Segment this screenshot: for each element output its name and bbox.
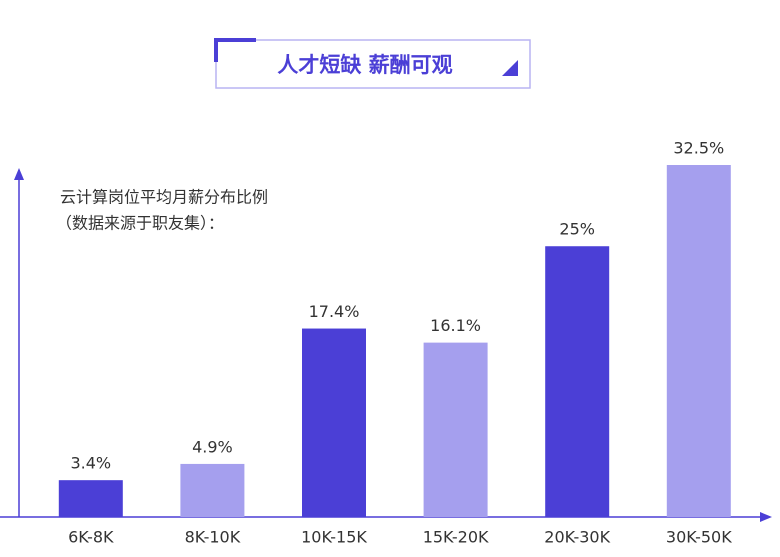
annotation: （数据来源于职友集）：	[56, 214, 224, 233]
bar	[180, 463, 245, 517]
value-label: 32.5%	[673, 139, 724, 158]
title-box	[215, 39, 531, 89]
x-tick-label: 15K-20K	[423, 528, 489, 547]
value-label: 17.4%	[309, 302, 360, 321]
bar	[545, 246, 610, 517]
x-tick-label: 10K-15K	[301, 528, 367, 547]
x-tick-label: 20K-30K	[544, 528, 610, 547]
value-label: 4.9%	[192, 437, 233, 456]
title-corner	[214, 38, 256, 62]
value-label: 3.4%	[70, 454, 111, 473]
x-tick-label: 8K-10K	[185, 528, 241, 547]
bar	[423, 342, 488, 517]
value-label: 25%	[559, 220, 595, 239]
title-triangle	[502, 60, 518, 76]
x-tick-label: 6K-8K	[68, 528, 114, 547]
bar	[666, 165, 731, 517]
x-tick-label: 30K-50K	[666, 528, 732, 547]
bar	[58, 480, 123, 517]
bar	[302, 328, 366, 517]
y-axis-arrow	[14, 168, 24, 180]
chart-title: 人才短缺 薪酬可观	[277, 53, 452, 77]
value-label: 16.1%	[430, 316, 481, 335]
x-axis-arrow	[760, 512, 772, 522]
annotation: 云计算岗位平均月薪分布比例	[60, 188, 268, 207]
